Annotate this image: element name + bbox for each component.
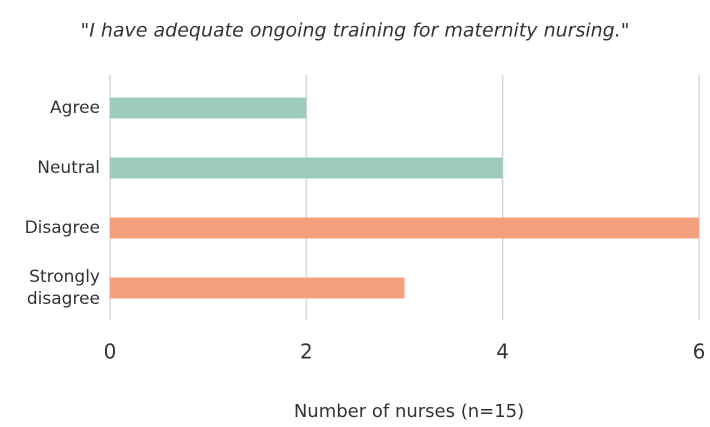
x-tick-label: 6 <box>693 340 706 364</box>
y-tick-label: Disagree <box>24 218 100 238</box>
bar <box>110 277 405 299</box>
x-tick-label: 4 <box>496 340 509 364</box>
y-tick-label: Strongly disagree <box>26 267 100 309</box>
y-tick-label: Agree <box>50 98 100 118</box>
x-tick-label: 2 <box>300 340 313 364</box>
x-axis-label: Number of nurses (n=15) <box>294 401 524 422</box>
y-tick-label: Neutral <box>37 158 100 178</box>
bar <box>110 97 307 119</box>
x-tick-label: 0 <box>104 340 117 364</box>
bar <box>110 157 503 179</box>
bar <box>110 217 699 239</box>
chart-title: "I have adequate ongoing training for ma… <box>80 20 629 42</box>
